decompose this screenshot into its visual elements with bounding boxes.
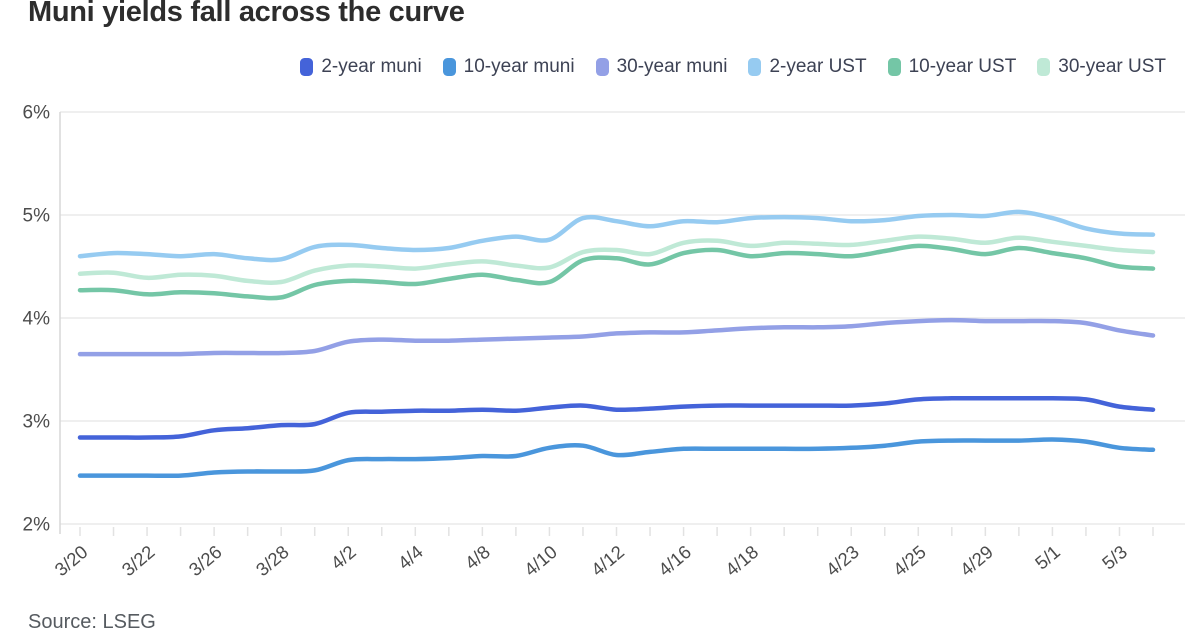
x-axis-tick-label: 4/10	[520, 541, 561, 580]
x-axis-tick-label: 3/22	[118, 541, 159, 580]
y-axis-tick-label: 5%	[23, 206, 51, 227]
legend-swatch-icon	[300, 58, 314, 76]
y-axis-tick-label: 6%	[23, 103, 51, 124]
x-axis-tick-label: 4/4	[394, 541, 427, 574]
x-axis-tick-label: 5/3	[1098, 541, 1131, 574]
legend-swatch-icon	[1037, 58, 1051, 76]
line-series-10-year-ust	[77, 243, 1156, 301]
line-series-2-year-muni	[77, 396, 1156, 440]
x-axis-tick-label: 5/1	[1031, 541, 1064, 574]
legend-swatch-icon	[595, 58, 609, 76]
source-attribution: Source: LSEG	[28, 611, 156, 630]
legend-label: 30-year muni	[616, 56, 728, 77]
legend-label: 2-year muni	[321, 56, 422, 77]
legend-label: 10-year muni	[463, 56, 575, 77]
legend-swatch-icon	[442, 58, 456, 76]
legend-item-30-year-muni: 30-year muni	[595, 56, 728, 78]
legend-item-10-year-muni: 10-year muni	[442, 56, 575, 78]
x-axis-tick-label: 4/23	[822, 541, 863, 580]
line-series-30-year-muni	[77, 317, 1156, 357]
line-series-30-year-ust	[77, 234, 1156, 285]
x-axis-tick-label: 4/18	[721, 541, 762, 580]
x-axis-tick-label: 4/12	[587, 541, 628, 580]
x-axis-tick-label: 4/2	[327, 541, 360, 574]
line-series-2-year-ust	[77, 209, 1156, 263]
x-axis-tick-label: 4/29	[956, 541, 997, 580]
chart-legend: 2-year muni 10-year muni 30-year muni 2-yea…	[300, 54, 1166, 80]
y-axis-tick-label: 4%	[23, 309, 51, 330]
y-axis-tick-label: 3%	[23, 412, 51, 433]
y-axis-tick-label: 2%	[23, 515, 51, 536]
legend-label: 30-year UST	[1058, 56, 1166, 77]
legend-label: 2-year UST	[769, 56, 867, 77]
x-axis-tick-label: 4/16	[654, 541, 695, 580]
legend-swatch-icon	[887, 58, 901, 76]
legend-item-2-year-muni: 2-year muni	[300, 56, 422, 78]
legend-item-30-year-ust: 30-year UST	[1037, 56, 1166, 78]
x-axis-tick-label: 3/20	[50, 541, 91, 580]
chart-title: Muni yields fall across the curve	[28, 0, 465, 28]
x-axis-tick-label: 3/26	[185, 541, 226, 580]
line-series-10-year-muni	[77, 437, 1156, 479]
x-axis-tick-label: 3/28	[252, 541, 293, 580]
x-axis-tick-label: 4/8	[461, 541, 494, 574]
legend-item-2-year-ust: 2-year UST	[748, 56, 867, 78]
legend-label: 10-year UST	[908, 56, 1017, 77]
x-axis-tick-label: 4/25	[889, 541, 930, 580]
legend-item-10-year-ust: 10-year UST	[887, 56, 1017, 78]
legend-swatch-icon	[748, 58, 762, 76]
